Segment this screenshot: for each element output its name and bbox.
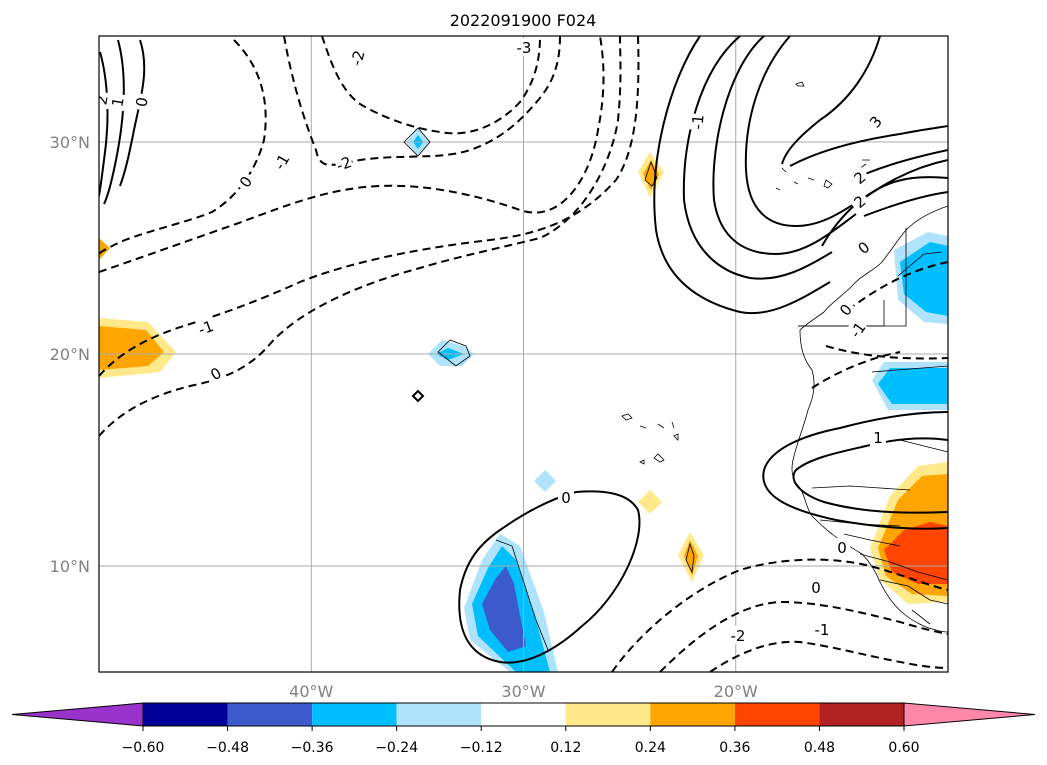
contour-label-bg (834, 538, 850, 556)
lon-tick-label: 30°W (501, 682, 545, 701)
colorbar-tick-label: −0.48 (206, 740, 249, 756)
canary-islands (775, 159, 870, 191)
contour-label: -2 (334, 153, 354, 175)
axis-tick-labels: 40°W 30°W 20°W 30°N 20°N 10°N (50, 133, 758, 701)
mauritania-border (798, 300, 885, 327)
contour-label-bg (130, 92, 152, 112)
contour-neg2-southeast (611, 558, 948, 672)
colorbar-tick-label: −0.24 (375, 740, 418, 756)
colorbar-extend-max (903, 702, 1036, 727)
colorbar-segment (396, 703, 482, 726)
colorbar-tick-label: −0.36 (291, 740, 334, 756)
contour-label-bg (558, 488, 574, 506)
lat-tick-label: 30°N (50, 133, 90, 152)
contour-label: -2 (731, 627, 746, 645)
colorbar-segment (565, 703, 651, 726)
colorbar-extend-min (11, 702, 144, 727)
fill-spot-14N (534, 470, 556, 492)
contour-label: 0 (132, 96, 151, 109)
contour-label-bg (687, 113, 707, 131)
contour-label: 0 (837, 539, 847, 557)
contour-label-bg (204, 361, 227, 385)
contour-label: -2 (347, 48, 368, 67)
chart-title: 2022091900 F024 (450, 11, 597, 30)
contour-label: 0 (561, 489, 571, 507)
contour-zero-west (119, 39, 146, 187)
colorbar-frame (142, 702, 905, 727)
contour-label-bg (730, 626, 746, 644)
contour-label-bg (870, 428, 886, 446)
colorbar-tick-label: 0.24 (635, 740, 666, 756)
contour-label-bg (195, 315, 217, 339)
lat-tick-label: 10°N (50, 557, 90, 576)
contour-label-bg (99, 90, 112, 110)
contour-label-bg (233, 169, 258, 194)
contour-label: 0 (811, 579, 821, 597)
colorbar-tick-label: 0.60 (888, 740, 919, 756)
contour-neg2-north (283, 36, 561, 166)
contour-3-northeast (781, 36, 948, 167)
colorbar-segment (734, 703, 820, 726)
contour-label-bg (833, 297, 858, 322)
contour-label: 2 (92, 94, 111, 107)
contour-label: 1 (108, 96, 127, 109)
contour-label-bg (863, 109, 888, 134)
contour-label: -1 (196, 317, 216, 339)
contour-label-bg (269, 150, 293, 173)
cape-verde-islands (621, 413, 679, 465)
contour-label-bg (845, 317, 870, 342)
contour-label-bg (847, 165, 872, 190)
fill-spot-13N (638, 490, 662, 514)
coastlines (621, 81, 948, 633)
contour-label-bg (346, 47, 368, 68)
colorbar-segment (481, 703, 566, 726)
contour-label-bg (814, 620, 830, 638)
contour-zero-southwest (458, 490, 641, 664)
lon-tick-label: 20°W (714, 682, 758, 701)
contour-label-bg (851, 235, 876, 260)
contour-label: -3 (517, 39, 532, 57)
contour-label-bg (847, 189, 872, 214)
contour-1-east (653, 36, 831, 315)
colorbar-segment (227, 703, 313, 726)
contour-neg1-north (99, 39, 267, 255)
contour-label-bg (808, 578, 824, 596)
contour-label: 1 (873, 429, 883, 447)
colorbar-segment (143, 703, 228, 726)
contour-lines (99, 36, 948, 672)
contour-label-bg (516, 38, 532, 56)
contour-1-southeast (762, 411, 948, 530)
colorbar: −0.60 −0.48 −0.36 −0.24 −0.12 0.12 0.24 0.36 0.4… (11, 702, 1036, 756)
colorbar-tick-label: −0.60 (122, 740, 165, 756)
colorbar-segment (650, 703, 735, 726)
gridlines (99, 36, 948, 672)
lon-tick-label: 40°W (289, 682, 333, 701)
colorbar-tick-label: 0.12 (550, 740, 581, 756)
colorbar-tick-label: −0.12 (460, 740, 503, 756)
colorbar-segment (312, 703, 397, 726)
contour-label: -1 (688, 114, 707, 130)
contour-label-bg (333, 151, 355, 175)
contour-label-bg (106, 92, 128, 112)
colorbar-segment (819, 703, 904, 726)
colorbar-tick-label: 0.36 (719, 740, 750, 756)
lat-tick-label: 20°N (50, 345, 90, 364)
fill-outlines (403, 127, 948, 651)
contour-label: -1 (815, 621, 830, 639)
colorbar-tick-label: 0.48 (804, 740, 835, 756)
africa-coastline (791, 205, 948, 633)
map-border (98, 35, 949, 673)
contour-1-west (103, 39, 125, 205)
